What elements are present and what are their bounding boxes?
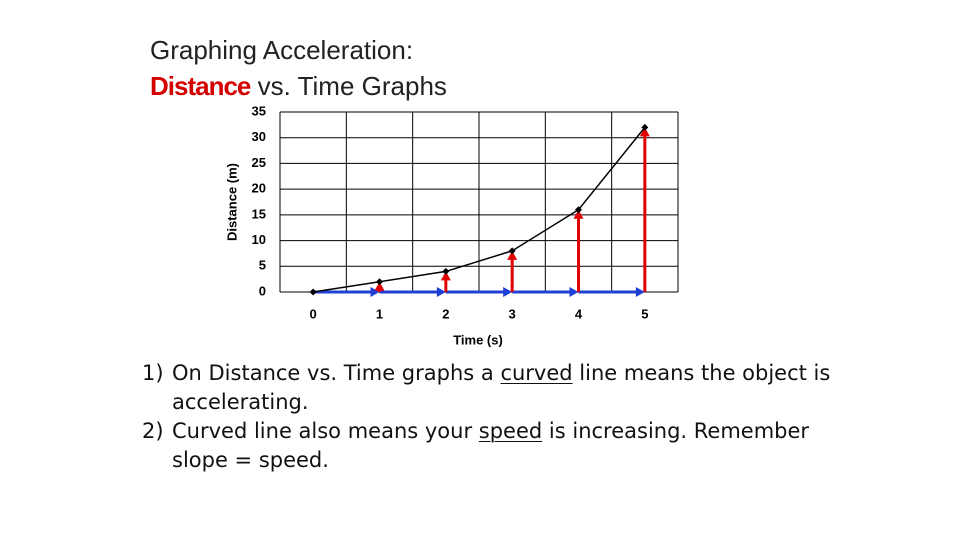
rise-arrow-head — [440, 271, 451, 281]
text: Curved line also means your — [172, 419, 479, 443]
text: On Distance vs. Time graphs a — [172, 361, 501, 385]
rise-arrow-head — [573, 209, 584, 219]
x-axis-title: Time (s) — [453, 332, 503, 347]
data-point — [575, 206, 582, 214]
y-tick-label: 30 — [252, 129, 266, 144]
x-tick-label: 3 — [509, 306, 516, 321]
y-tick-label: 35 — [252, 103, 266, 118]
y-tick-label: 25 — [252, 155, 266, 170]
x-tick-label: 1 — [376, 306, 383, 321]
run-arrow-head — [569, 287, 579, 297]
data-line — [313, 126, 646, 293]
text: is increasing. Remember slope = speed. — [172, 419, 810, 472]
data-point — [641, 123, 649, 131]
rise-arrow-head — [507, 250, 518, 260]
title-rest: vs. Time Graphs — [257, 71, 447, 101]
x-tick-label: 2 — [442, 306, 449, 321]
y-tick-label: 10 — [252, 232, 266, 247]
bullet-list: 1) On Distance vs. Time graphs a curved l… — [142, 359, 832, 475]
data-point — [508, 247, 516, 255]
list-marker: 1) — [142, 361, 164, 385]
data-point — [309, 288, 317, 296]
rise-arrow-head — [374, 281, 385, 291]
list-text: Curved line also means your speed is inc… — [172, 417, 832, 475]
run-arrow-head — [370, 287, 380, 297]
run-arrow-head — [436, 287, 446, 297]
underlined-text: speed — [478, 419, 543, 443]
underlined-text: curved — [500, 361, 573, 385]
data-point — [442, 267, 450, 275]
y-tick-label: 0 — [259, 283, 266, 298]
y-tick-label: 5 — [259, 258, 266, 273]
slide-title: Graphing Acceleration: — [150, 35, 414, 65]
y-tick-label: 15 — [252, 206, 266, 221]
list-item: 1) On Distance vs. Time graphs a curved l… — [142, 359, 832, 417]
x-tick-label: 5 — [641, 306, 648, 321]
data-point — [376, 278, 383, 286]
list-text: On Distance vs. Time graphs a curved lin… — [172, 359, 832, 417]
x-tick-label: 0 — [310, 306, 317, 321]
list-item: 2) Curved line also means your speed is i… — [142, 417, 832, 475]
run-arrow-head — [503, 287, 513, 297]
list-marker: 2) — [142, 419, 164, 443]
x-tick-label: 4 — [575, 306, 583, 321]
text: line means the object is accelerating. — [172, 361, 831, 414]
slide-subtitle: Distance vs. Time Graphs — [150, 71, 447, 102]
rise-arrow-head — [639, 127, 650, 137]
title-highlight: Distance — [150, 71, 251, 101]
run-arrow-head — [635, 287, 645, 297]
y-tick-label: 20 — [252, 181, 266, 196]
y-axis-title: Distance (m) — [224, 163, 239, 241]
